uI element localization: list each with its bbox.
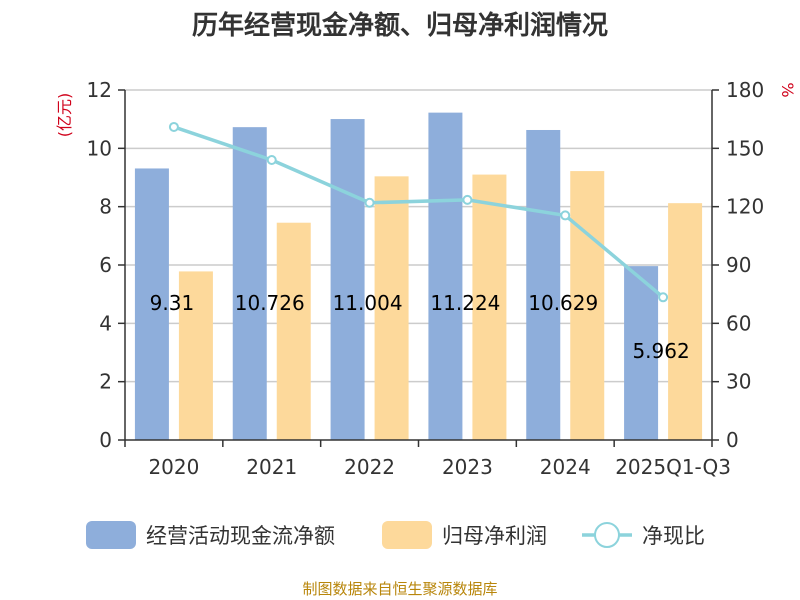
bar-cashflow bbox=[232, 127, 267, 441]
x-tick-label: 2020 bbox=[148, 455, 199, 479]
line-point bbox=[168, 121, 179, 132]
right-tick-label: 150 bbox=[726, 136, 764, 160]
data-label: 11.004 bbox=[333, 291, 403, 315]
bar-netprofit bbox=[178, 271, 213, 440]
line-series-group bbox=[168, 121, 669, 303]
chart-title: 历年经营现金净额、归母净利润情况 bbox=[192, 10, 608, 41]
x-tick-label: 2025Q1-Q3 bbox=[615, 455, 731, 479]
gridlines bbox=[125, 89, 712, 383]
bar-cashflow bbox=[330, 119, 365, 441]
line-point bbox=[658, 292, 669, 303]
bar-cashflow bbox=[624, 266, 659, 440]
data-label: 10.629 bbox=[528, 291, 598, 315]
line-cash-ratio bbox=[173, 125, 665, 299]
bar-cashflow bbox=[428, 112, 463, 440]
legend-label: 净现比 bbox=[642, 524, 705, 548]
legend-swatch bbox=[382, 521, 432, 549]
right-axis-unit: % bbox=[778, 82, 797, 97]
line-point bbox=[462, 194, 473, 205]
bar-netprofit bbox=[374, 176, 409, 441]
right-tick-label: 60 bbox=[726, 311, 751, 335]
x-tick-label: 2022 bbox=[344, 455, 395, 479]
data-label: 9.31 bbox=[150, 291, 195, 315]
x-tick-label: 2021 bbox=[246, 455, 297, 479]
left-axis-unit: (亿元) bbox=[55, 93, 74, 138]
legend-label: 经营活动现金流净额 bbox=[146, 524, 335, 548]
left-tick-label: 12 bbox=[87, 78, 112, 102]
right-tick-label: 0 bbox=[726, 428, 739, 452]
x-tick-label: 2024 bbox=[540, 455, 591, 479]
left-tick-label: 4 bbox=[99, 311, 112, 335]
bar-netprofit bbox=[276, 222, 311, 440]
source-note: 制图数据来自恒生聚源数据库 bbox=[302, 580, 497, 598]
left-tick-label: 6 bbox=[99, 253, 112, 277]
bar-netprofit bbox=[570, 171, 605, 441]
data-label: 5.962 bbox=[632, 339, 689, 363]
bar-netprofit bbox=[472, 174, 507, 441]
bar-cashflow bbox=[526, 129, 561, 441]
right-tick-label: 30 bbox=[726, 370, 751, 394]
bar-cashflow bbox=[134, 168, 169, 441]
bar-series-group bbox=[134, 112, 703, 441]
legend-marker bbox=[594, 522, 620, 548]
line-point bbox=[266, 155, 277, 165]
legend-label: 归母净利润 bbox=[442, 524, 547, 548]
data-label-group: 9.31 10.726 11.004 11.224 10.629 5.962 bbox=[150, 291, 690, 363]
legend-swatch bbox=[86, 521, 136, 549]
line-point bbox=[560, 210, 571, 221]
line-point bbox=[364, 197, 375, 208]
x-tick-label: 2023 bbox=[442, 455, 493, 479]
data-label: 10.726 bbox=[235, 291, 305, 315]
right-tick-label: 180 bbox=[726, 78, 764, 102]
bar-netprofit bbox=[668, 203, 703, 440]
data-label: 11.224 bbox=[430, 291, 500, 315]
legend: 经营活动现金流净额 归母净利润 净现比 bbox=[86, 521, 705, 549]
left-tick-label: 0 bbox=[99, 428, 112, 452]
right-tick-label: 90 bbox=[726, 253, 751, 277]
left-tick-label: 2 bbox=[99, 370, 112, 394]
right-tick-label: 120 bbox=[726, 195, 764, 219]
left-tick-label: 8 bbox=[99, 195, 112, 219]
left-tick-label: 10 bbox=[87, 136, 112, 160]
